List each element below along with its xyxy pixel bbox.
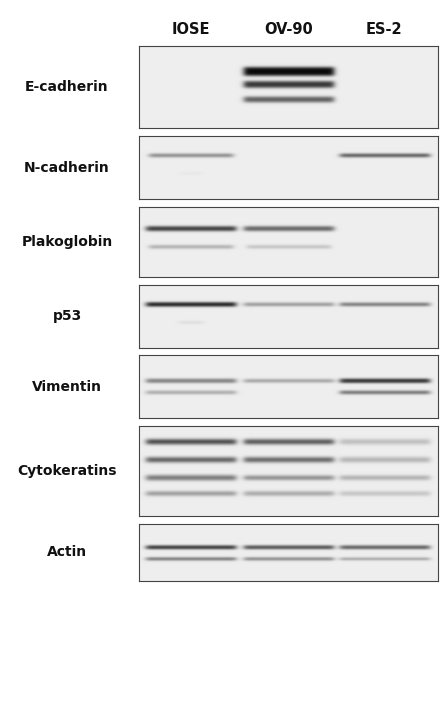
Text: ES-2: ES-2 bbox=[366, 22, 402, 37]
Text: IOSE: IOSE bbox=[172, 22, 210, 37]
Text: E-cadherin: E-cadherin bbox=[25, 80, 109, 94]
Text: p53: p53 bbox=[52, 309, 82, 323]
Text: Plakoglobin: Plakoglobin bbox=[21, 235, 113, 249]
Text: N-cadherin: N-cadherin bbox=[24, 161, 110, 175]
Text: Actin: Actin bbox=[47, 545, 87, 559]
Text: Cytokeratins: Cytokeratins bbox=[17, 464, 117, 478]
Text: OV-90: OV-90 bbox=[264, 22, 313, 37]
Text: Vimentin: Vimentin bbox=[32, 380, 102, 394]
